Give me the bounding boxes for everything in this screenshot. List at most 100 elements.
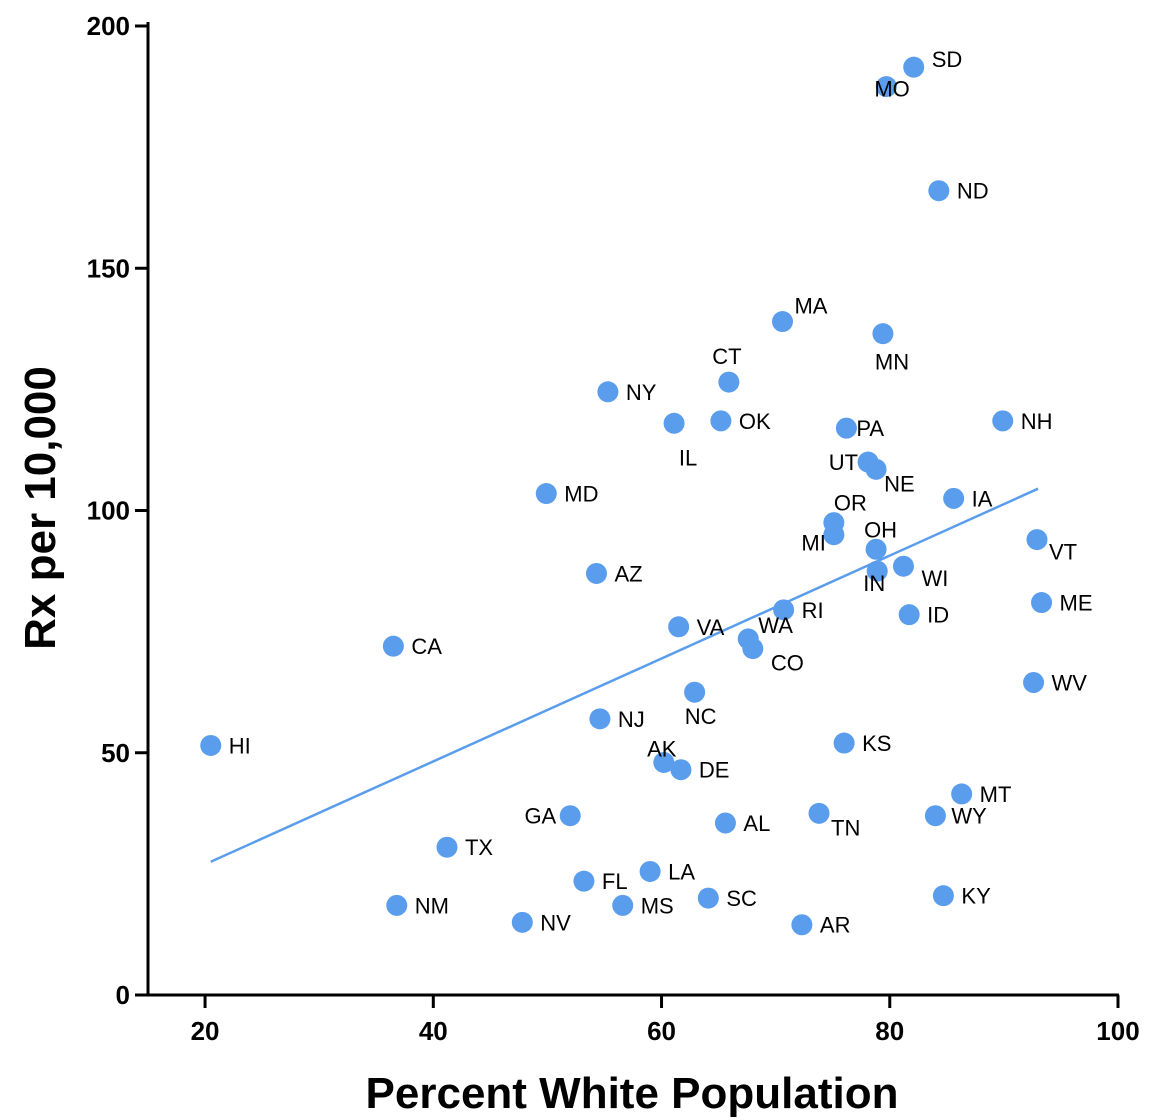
point-label-fl: FL (602, 869, 628, 894)
y-tick-label: 0 (116, 980, 130, 1010)
y-tick-label: 200 (87, 11, 130, 41)
trend-line (210, 487, 1039, 863)
data-point-ny (597, 381, 619, 403)
point-label-al: AL (743, 811, 770, 836)
point-label-nc: NC (685, 704, 717, 729)
data-point-ne (865, 458, 887, 480)
point-label-ct: CT (712, 344, 741, 369)
point-label-nv: NV (540, 910, 571, 935)
point-label-ky: KY (961, 884, 991, 909)
point-label-tx: TX (465, 835, 493, 860)
data-point-il (663, 412, 685, 434)
point-label-ma: MA (794, 294, 827, 319)
data-point-sd (903, 56, 925, 78)
data-point-fl (573, 870, 595, 892)
data-point-ca (382, 635, 404, 657)
point-label-ms: MS (641, 893, 674, 918)
data-point-pa (835, 417, 857, 439)
point-label-nd: ND (957, 179, 989, 204)
point-label-mn: MN (875, 350, 909, 375)
data-point-sc (697, 887, 719, 909)
point-label-va: VA (697, 615, 725, 640)
data-point-nv (511, 911, 533, 933)
x-tick-label: 60 (647, 1016, 676, 1046)
data-point-co (742, 638, 764, 660)
axes: 0 50 100 150 200 20 40 60 80 100 (87, 11, 1140, 1046)
point-label-in: IN (863, 571, 885, 596)
data-point-ak (653, 751, 675, 773)
point-label-ny: NY (626, 380, 657, 405)
point-label-la: LA (668, 859, 695, 884)
data-point-nd (928, 180, 950, 202)
point-label-wv: WV (1052, 670, 1088, 695)
point-label-pa: PA (856, 416, 884, 441)
point-label-ut: UT (829, 450, 858, 475)
data-point-ia (943, 487, 965, 509)
data-point-ky (932, 885, 954, 907)
data-point-az (585, 562, 607, 584)
point-label-vt: VT (1049, 540, 1077, 565)
point-label-mi: MI (801, 531, 825, 556)
data-point-oh (865, 538, 887, 560)
point-labels: HI CA NM TX NV MD GA FL AZ NJ NY MS LA AK IL DE VA NC SC OK… (229, 47, 1093, 938)
data-point-nh (992, 410, 1014, 432)
data-point-in (866, 560, 888, 582)
point-label-sd: SD (932, 47, 963, 72)
point-label-nm: NM (415, 893, 449, 918)
point-label-wa: WA (758, 613, 793, 638)
data-point-la (639, 860, 661, 882)
data-point-ri (773, 599, 795, 621)
y-tick-label: 100 (87, 496, 130, 526)
point-label-nh: NH (1021, 409, 1053, 434)
point-label-wy: WY (951, 804, 987, 829)
data-point-nc (684, 681, 706, 703)
point-label-nj: NJ (618, 707, 645, 732)
point-label-or: OR (834, 491, 867, 516)
trend-line-group (210, 487, 1039, 863)
data-point-ar (791, 914, 813, 936)
point-label-ak: AK (647, 736, 677, 761)
data-point-ks (833, 732, 855, 754)
x-tick-label: 100 (1096, 1016, 1139, 1046)
data-point-mn (872, 323, 894, 345)
x-tick-label: 80 (875, 1016, 904, 1046)
point-label-mt: MT (980, 782, 1012, 807)
x-axis-title: Percent White Population (366, 1069, 899, 1118)
point-label-ar: AR (820, 913, 851, 938)
point-label-ne: NE (884, 471, 915, 496)
data-point-wi (892, 555, 914, 577)
point-label-il: IL (679, 445, 697, 470)
data-point-me (1031, 592, 1053, 614)
point-label-hi: HI (229, 733, 251, 758)
point-label-az: AZ (614, 561, 642, 586)
y-axis-title: Rx per 10,000 (16, 366, 65, 650)
data-point-mt (951, 783, 973, 805)
data-point-va (668, 616, 690, 638)
point-label-me: ME (1060, 591, 1093, 616)
data-point-de (670, 759, 692, 781)
point-label-tn: TN (831, 815, 860, 840)
data-point-ok (710, 410, 732, 432)
point-label-co: CO (771, 651, 804, 676)
point-label-id: ID (927, 603, 949, 628)
x-tick-label: 20 (191, 1016, 220, 1046)
data-point-nj (589, 708, 611, 730)
point-label-md: MD (564, 482, 598, 507)
data-point-nm (386, 894, 408, 916)
data-point-id (898, 604, 920, 626)
point-label-de: DE (699, 758, 730, 783)
point-label-sc: SC (726, 886, 757, 911)
data-point-mo (875, 76, 897, 98)
y-tick-label: 50 (101, 738, 130, 768)
point-label-ri: RI (802, 598, 824, 623)
data-point-al (714, 812, 736, 834)
point-label-ia: IA (972, 486, 993, 511)
point-label-ga: GA (524, 804, 556, 829)
data-point-ga (559, 805, 581, 827)
data-point-ma (771, 311, 793, 333)
point-label-ca: CA (411, 634, 442, 659)
y-tick-label: 150 (87, 253, 130, 283)
data-points (200, 56, 1053, 936)
x-tick-label: 40 (419, 1016, 448, 1046)
